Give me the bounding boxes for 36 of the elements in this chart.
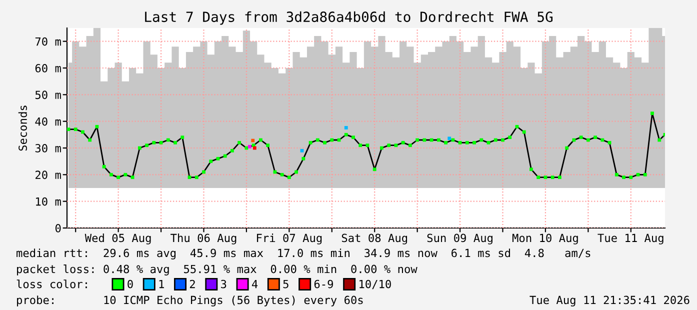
y-tick-label: 30 m [35, 144, 61, 152]
legend-label: 2 [190, 280, 195, 288]
text: median rtt: 29.6 ms avg 45.9 ms max 17.0 ms min 34.9 ms now 6.1 ms sd 4.8 am/s [16, 248, 590, 260]
legend-label: 3 [221, 280, 226, 288]
legend-label: 6-9 [314, 280, 334, 288]
y-tick-label: 40 m [35, 117, 61, 126]
x-tick-label: Sun 09 Aug [427, 234, 492, 244]
point [344, 126, 348, 130]
x-tick-label: Fri 07 Aug [256, 234, 322, 244]
y-tick-label: 60 m [35, 64, 61, 72]
y-tick-label: 20 m [36, 170, 61, 180]
y-tick-label: 50 m [35, 90, 61, 100]
legend-label: 5 [283, 280, 288, 288]
y-tick-label: 0 [55, 224, 61, 232]
x-tick-label: Mon 10 Aug [512, 234, 578, 244]
x-tick-label: Wed 05 Aug [84, 234, 151, 244]
point [300, 148, 304, 152]
text: Tue Aug 11 21:35:41 2026 [530, 296, 690, 306]
y-axis-title: Seconds [18, 106, 27, 151]
text: packet loss: 0.48 % avg 55.91 % max 0.00 % min 0.00 % now [17, 264, 418, 276]
y-tick-label: 70 m [35, 37, 61, 46]
y-tick-label: 10 m [36, 197, 61, 206]
point [248, 144, 252, 148]
point [448, 136, 452, 140]
legend-title: loss color: [16, 280, 87, 288]
point [252, 146, 256, 150]
x-tick-label: Sat 08 Aug [342, 234, 408, 244]
text: probe: 10 ICMP Echo Pings (56 Bytes) every 60s [17, 296, 363, 306]
legend-label: 0 [128, 280, 133, 288]
point [251, 138, 255, 142]
legend-label: 10/10 [360, 280, 391, 290]
legend-label: 4 [252, 280, 258, 288]
x-tick-label: Tue 11 Aug [598, 234, 664, 244]
x-tick-label: Thu 06 Aug [170, 234, 236, 244]
chart-title: Last 7 Days from 3d2a86a4b06d to Dordrecht FWA 5G [145, 11, 552, 25]
legend-label: 1 [159, 280, 164, 288]
